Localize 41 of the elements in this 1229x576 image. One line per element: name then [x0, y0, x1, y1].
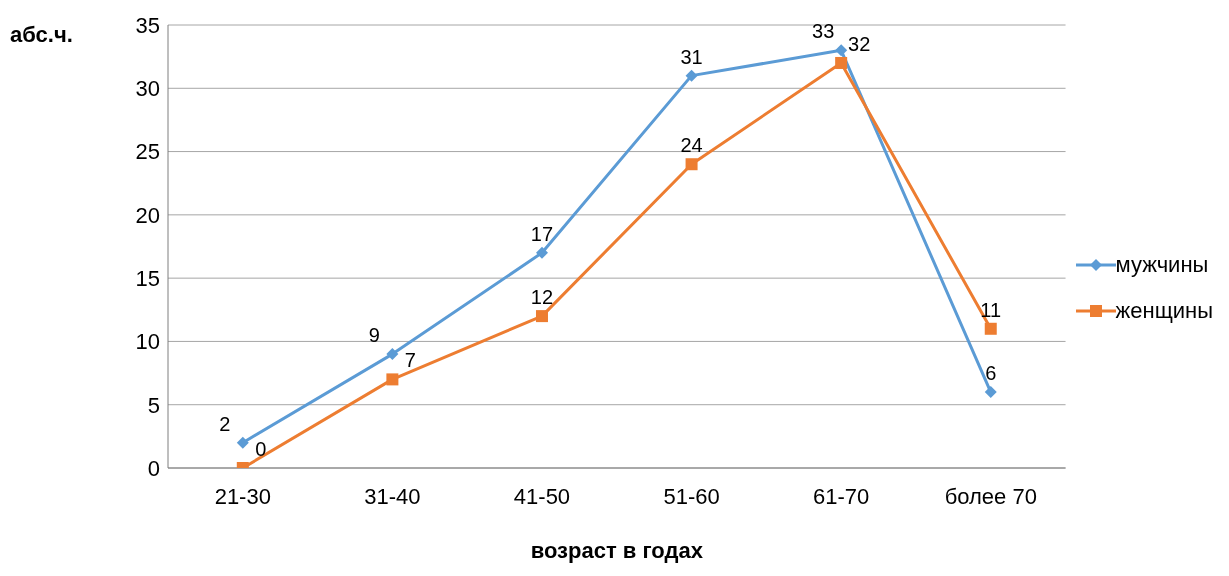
point: [835, 44, 848, 57]
point: [236, 436, 249, 449]
legend-label: женщины: [1115, 298, 1213, 324]
y-tick-label: 0: [147, 455, 160, 481]
data-label: 32: [848, 32, 871, 55]
data-label: 11: [980, 298, 1002, 321]
x-tick-label: 31-40: [364, 483, 421, 509]
data-label: 31: [680, 45, 703, 68]
x-tick-label: 21-30: [214, 483, 271, 509]
point: [984, 322, 997, 335]
data-label: 0: [255, 438, 267, 460]
data-label: 2: [219, 412, 231, 435]
point: [386, 348, 399, 361]
x-axis-title: возраст в годах: [530, 538, 704, 563]
point: [685, 69, 698, 82]
x-tick-label: 41-50: [513, 483, 571, 509]
point: [835, 56, 848, 69]
x-tick-label: 51-60: [663, 483, 720, 509]
data-label: 9: [368, 324, 380, 347]
point: [535, 310, 548, 323]
point: [535, 246, 548, 259]
x-tick-label: более 70: [944, 483, 1037, 509]
point: [685, 158, 698, 171]
point: [386, 373, 399, 386]
data-label: 12: [530, 286, 554, 309]
y-tick-label: 10: [135, 329, 160, 355]
legend-label: мужчины: [1115, 252, 1209, 278]
y-tick-label: 35: [135, 12, 160, 38]
data-label: 17: [530, 222, 554, 245]
y-tick-label: 30: [135, 76, 160, 102]
point: [984, 386, 997, 399]
y-tick-label: 15: [135, 265, 160, 291]
data-label: 33: [812, 20, 835, 43]
y-tick-label: 5: [147, 392, 160, 418]
y-tick-label: 20: [135, 202, 160, 228]
data-label: 7: [404, 349, 416, 372]
x-tick-label: 61-70: [813, 483, 870, 509]
y-tick-label: 25: [135, 139, 160, 165]
y-axis-title: абс.ч.: [10, 22, 73, 48]
data-label: 6: [985, 362, 997, 385]
data-label: 24: [680, 134, 703, 157]
